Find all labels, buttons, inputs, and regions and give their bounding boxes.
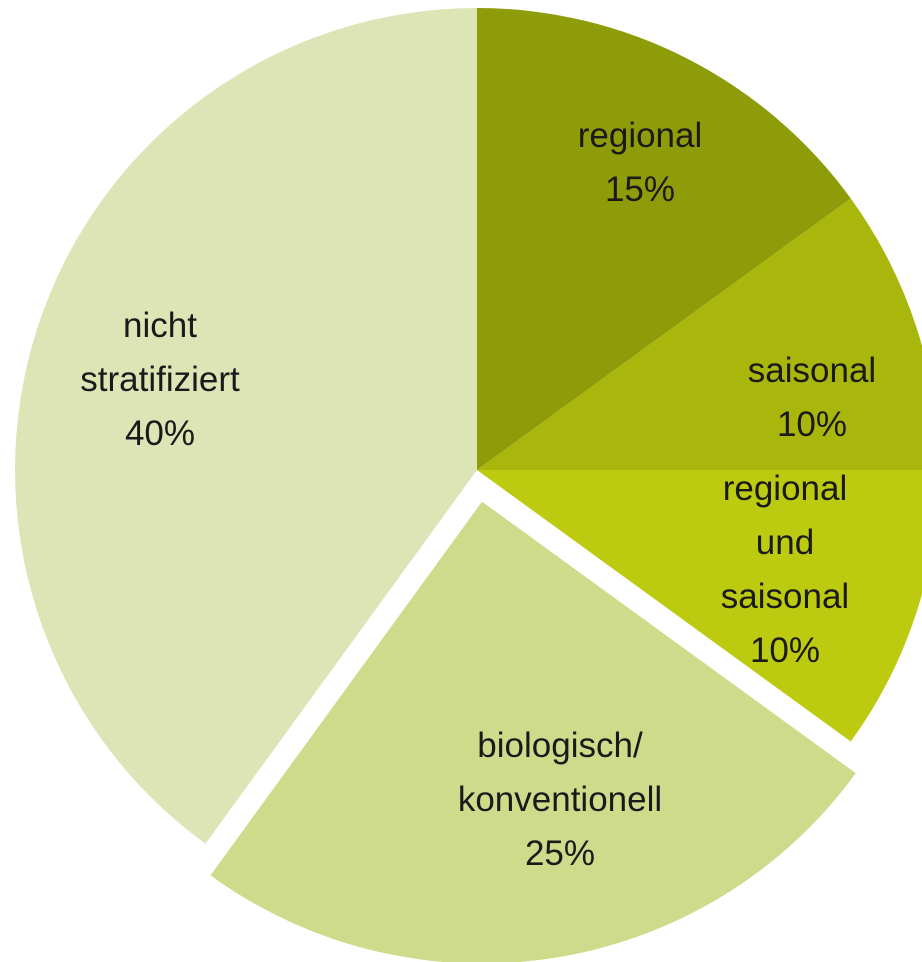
pie-slice: [477, 470, 922, 742]
pie-slice: [477, 8, 851, 470]
value-label: 10%: [776, 405, 848, 444]
slice-label: regional und saisonal 10%: [717, 462, 854, 678]
slice-label: regional 15%: [578, 109, 703, 217]
value-label: 15%: [604, 170, 676, 209]
pie-slice: [14, 8, 478, 844]
value-label: 10%: [749, 631, 821, 670]
slice-label: nicht stratifiziert 40%: [80, 299, 239, 461]
slice-label: biologisch/ konventionell 25%: [458, 719, 662, 881]
category-label: regional: [577, 116, 703, 155]
category-label: regional und saisonal: [720, 469, 850, 616]
value-label: 40%: [124, 414, 196, 453]
value-label: 25%: [524, 834, 596, 873]
category-label: nicht stratifiziert: [80, 306, 240, 399]
category-label: saisonal: [747, 351, 877, 390]
slice-label: saisonal 10%: [748, 344, 876, 452]
pie-slice: [210, 501, 856, 962]
category-label: biologisch/ konventionell: [457, 726, 663, 819]
pie-slice: [477, 198, 922, 470]
